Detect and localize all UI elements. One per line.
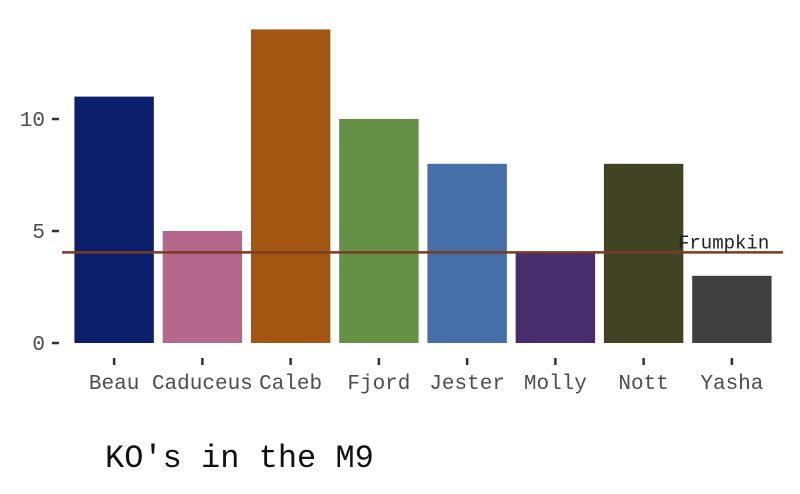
x-tick-label: Yasha — [700, 373, 763, 396]
bar-yasha — [692, 275, 772, 343]
x-tick-label: Nott — [618, 373, 668, 396]
bar-molly — [515, 253, 596, 343]
x-tick-label: Caleb — [259, 373, 322, 396]
x-tick-label: Molly — [524, 373, 587, 396]
bar-caduceus — [162, 231, 243, 343]
bar-caleb — [250, 29, 331, 344]
x-tick-label: Fjord — [347, 373, 410, 396]
x-tick-label: Caduceus — [152, 373, 253, 396]
x-tick-label: Jester — [429, 373, 505, 396]
bar-beau — [74, 96, 154, 343]
bar-fjord — [339, 119, 419, 343]
reference-line-label: Frumpkin — [678, 232, 769, 254]
y-tick-label: 0 — [32, 334, 45, 357]
y-tick-label: 5 — [32, 222, 45, 245]
chart-title: KO's in the M9 — [105, 440, 374, 477]
x-tick-label: Beau — [89, 373, 139, 396]
y-tick-label: 10 — [20, 110, 45, 133]
